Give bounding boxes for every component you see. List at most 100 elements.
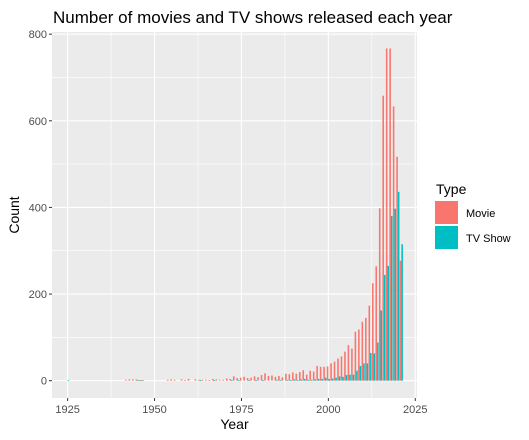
bar-tv-show: [328, 378, 330, 381]
bar-movie: [187, 378, 190, 381]
bar-tv-show: [317, 378, 320, 381]
bar-tv-show: [363, 363, 365, 381]
legend: Type Movie TV Show: [435, 181, 511, 249]
bar-movie: [180, 379, 183, 381]
bar-tv-show: [137, 380, 139, 382]
bar-movie: [399, 260, 402, 381]
bar-movie: [340, 356, 343, 381]
bar-movie: [337, 358, 339, 381]
bar-tv-show: [140, 380, 143, 382]
bar-tv-show: [231, 380, 233, 382]
bar-movie: [253, 376, 256, 381]
bar-movie: [323, 366, 325, 381]
bar-movie: [215, 379, 218, 381]
legend-item-tv-show: TV Show: [435, 226, 511, 249]
bar-movie: [250, 377, 252, 381]
bar-movie: [125, 379, 127, 381]
bar-tv-show: [342, 376, 344, 381]
bar-movie: [333, 361, 336, 381]
x-tick-label: 1950: [142, 404, 166, 416]
bar-tv-show: [321, 378, 323, 381]
bar-tv-show: [349, 374, 351, 381]
bar-movie: [361, 321, 364, 381]
bar-movie: [316, 365, 318, 381]
bar-tv-show: [286, 379, 289, 381]
y-axis-title: Count: [6, 196, 22, 233]
bar-movie: [132, 379, 134, 381]
bar-tv-show: [383, 274, 386, 381]
bar-movie: [239, 377, 242, 381]
y-tick-label: 800: [29, 29, 47, 41]
bar-movie: [396, 156, 398, 381]
legend-label-movie: Movie: [466, 208, 495, 220]
y-axis: 0 200 400 600 800: [29, 29, 52, 388]
bar-movie: [274, 376, 277, 381]
bar-movie: [194, 379, 197, 381]
bar-movie: [173, 379, 176, 381]
bar-movie: [267, 375, 270, 381]
x-tick-label: 1925: [55, 404, 79, 416]
legend-key-movie: [435, 201, 458, 224]
bar-movie: [225, 378, 228, 381]
bar-tv-show: [335, 377, 337, 381]
bar-movie: [142, 380, 145, 382]
bar-tv-show: [213, 380, 216, 382]
bar-tv-show: [237, 380, 240, 382]
bar-tv-show: [370, 352, 372, 381]
series-movie: [125, 48, 402, 382]
bar-movie: [309, 370, 311, 381]
bar-movie: [302, 370, 305, 381]
bar-tv-show: [314, 379, 317, 381]
bar-movie: [212, 378, 214, 381]
bar-tv-show: [293, 379, 296, 381]
bar-movie: [170, 379, 172, 381]
bar-movie: [285, 373, 287, 381]
bar-movie: [184, 380, 186, 382]
bar-movie: [298, 372, 301, 381]
bar-movie: [358, 329, 360, 381]
bar-tv-show: [380, 310, 383, 381]
bar-movie: [198, 379, 200, 381]
y-tick-label: 200: [29, 289, 47, 301]
bar-movie: [205, 379, 207, 381]
bar-tv-show: [248, 380, 250, 382]
bar-movie: [288, 374, 291, 381]
bar-tv-show: [394, 208, 396, 381]
y-tick-label: 0: [41, 376, 47, 388]
bar-movie: [330, 363, 332, 381]
bar-movie: [319, 366, 322, 381]
x-tick-label: 2000: [316, 404, 340, 416]
bar-movie: [382, 95, 384, 381]
bar-tv-show: [307, 379, 310, 381]
bar-tv-show: [352, 374, 355, 381]
bar-movie: [305, 374, 308, 381]
bar-tv-show: [279, 379, 282, 381]
bar-movie: [371, 283, 374, 381]
legend-item-movie: Movie: [435, 201, 495, 224]
bar-tv-show: [262, 380, 264, 382]
bar-tv-show: [401, 244, 403, 381]
bar-tv-show: [331, 378, 334, 381]
bar-movie: [229, 378, 232, 381]
bar-movie: [246, 378, 249, 381]
grid-minor: [52, 32, 417, 398]
bar-movie: [365, 317, 367, 381]
bar-movie: [208, 380, 211, 382]
y-tick-label: 400: [29, 202, 47, 214]
bar-movie: [222, 379, 225, 381]
legend-title: Type: [436, 181, 467, 197]
bar-movie: [243, 376, 245, 381]
bar-movie: [219, 379, 221, 381]
bar-movie: [257, 377, 259, 381]
bar-movie: [389, 48, 391, 381]
bar-tv-show: [290, 380, 292, 382]
x-axis-title: Year: [220, 416, 249, 432]
bar-movie: [135, 379, 138, 381]
bar-movie: [392, 106, 395, 381]
bar-tv-show: [255, 380, 257, 382]
bar-movie: [378, 208, 381, 381]
bar-tv-show: [373, 353, 376, 381]
bar-movie: [260, 375, 263, 381]
legend-label-tv-show: TV Show: [466, 233, 511, 245]
bar-tv-show: [397, 191, 400, 381]
